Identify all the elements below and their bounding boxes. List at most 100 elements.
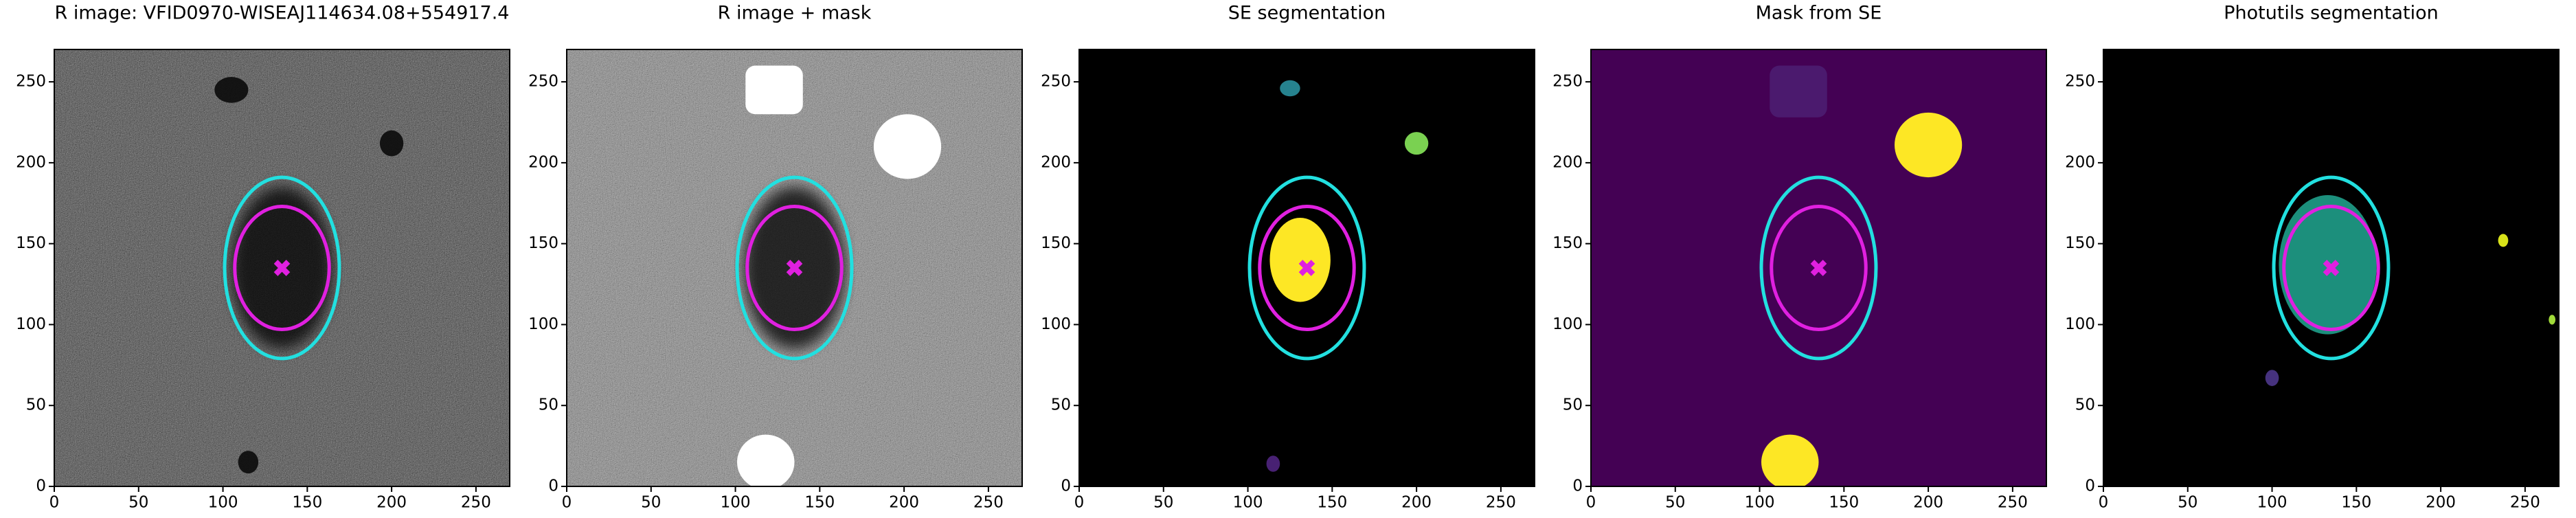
image	[567, 49, 1022, 486]
blob	[1280, 80, 1300, 97]
blob	[737, 434, 795, 486]
x-tick-label: 200	[1913, 494, 1943, 512]
y-tick-label: 150	[16, 234, 46, 252]
x-tick-label: 150	[804, 494, 835, 512]
y-tick-label: 0	[2085, 477, 2095, 495]
y-tick-label: 200	[16, 153, 46, 171]
x-tick-label: 150	[1829, 494, 1859, 512]
panel: SE segmentation 0 50 100 150 200 250 0 50 100 150 2…	[1041, 3, 1535, 512]
x-tick-label: 200	[1401, 494, 1432, 512]
x-tick-label: 0	[2099, 494, 2109, 512]
x-tick-label: 100	[1233, 494, 1263, 512]
y-tick-label: 100	[1552, 315, 1583, 333]
aperture-ellipse	[1759, 175, 1878, 361]
center-marker	[273, 260, 291, 276]
panel-title: Photutils segmentation	[2224, 3, 2439, 24]
panel-title: R image: VFID0970-WISEAJ114634.08+554917…	[55, 3, 510, 24]
y-tick-label: 200	[1552, 153, 1583, 171]
blob	[379, 130, 404, 157]
blob	[745, 65, 803, 115]
panel-title: Mask from SE	[1756, 3, 1882, 24]
y-tick-label: 0	[548, 477, 558, 495]
blob	[214, 77, 249, 103]
y-tick-label: 150	[528, 234, 558, 252]
aperture-ellipse	[2282, 204, 2380, 332]
x-tick-label: 50	[641, 494, 661, 512]
blob	[873, 114, 942, 179]
x-tick-label: 0	[562, 494, 572, 512]
y-tick-label: 50	[2075, 396, 2095, 414]
x-tick-label: 0	[1586, 494, 1596, 512]
aperture-ellipse	[223, 175, 341, 361]
x-tick-label: 150	[292, 494, 322, 512]
x-tick-label: 50	[1153, 494, 1173, 512]
blob	[1770, 65, 1827, 117]
blob	[1895, 112, 1963, 178]
axes-frame	[1590, 49, 2047, 487]
x-tick-label: 150	[2341, 494, 2371, 512]
y-tick-label: 150	[2065, 234, 2095, 252]
y-tick-label: 100	[2065, 315, 2095, 333]
x-tick-label: 100	[2257, 494, 2287, 512]
image	[2103, 49, 2559, 486]
aperture-ellipse	[1247, 175, 1366, 361]
y-tick-label: 50	[1563, 396, 1583, 414]
y-tick-label: 250	[528, 73, 558, 91]
blob	[1761, 434, 1819, 486]
aperture-ellipse	[1258, 204, 1356, 332]
y-tick-label: 150	[1041, 234, 1071, 252]
aperture-ellipse	[735, 175, 854, 361]
x-tick-label: 100	[721, 494, 751, 512]
center-marker	[2323, 260, 2340, 276]
y-tick-label: 100	[1041, 315, 1071, 333]
aperture-ellipse	[1770, 204, 1868, 332]
x-tick-label: 250	[1486, 494, 1516, 512]
blob	[1269, 217, 1331, 302]
axes-frame	[2103, 49, 2560, 487]
x-tick-label: 50	[2178, 494, 2197, 512]
y-tick-label: 50	[26, 396, 46, 414]
blob	[2549, 315, 2556, 325]
aperture-ellipse	[745, 204, 844, 332]
y-tick-label: 0	[36, 477, 46, 495]
y-tick-label: 50	[539, 396, 558, 414]
x-tick-label: 250	[461, 494, 491, 512]
axes-frame	[1078, 49, 1535, 487]
blob	[1404, 132, 1429, 155]
panel-title: SE segmentation	[1228, 3, 1386, 24]
x-tick-label: 200	[376, 494, 407, 512]
y-tick-label: 50	[1051, 396, 1071, 414]
image	[1591, 49, 2046, 486]
panel: Mask from SE 0 50 100 150 200 250 0 50 100 150 200 2…	[1552, 3, 2047, 512]
aperture-ellipse	[2272, 175, 2391, 361]
x-tick-label: 200	[889, 494, 919, 512]
x-tick-label: 150	[1317, 494, 1347, 512]
x-tick-label: 100	[208, 494, 238, 512]
center-marker	[786, 260, 803, 276]
y-tick-label: 250	[1041, 73, 1071, 91]
aperture-ellipse	[233, 204, 331, 332]
x-tick-label: 0	[1074, 494, 1085, 512]
center-marker	[1810, 260, 1827, 276]
axes-frame	[54, 49, 510, 487]
panel: R image: VFID0970-WISEAJ114634.08+554917…	[16, 3, 510, 512]
blob	[238, 451, 259, 474]
y-tick-label: 100	[16, 315, 46, 333]
y-tick-label: 0	[1061, 477, 1071, 495]
y-tick-label: 200	[1041, 153, 1071, 171]
y-tick-label: 200	[528, 153, 558, 171]
x-tick-label: 50	[1665, 494, 1685, 512]
x-tick-label: 200	[2426, 494, 2456, 512]
x-tick-label: 100	[1745, 494, 1775, 512]
panel: R image + mask 0 50 100 150 200 250 0 50 100 150 20…	[528, 3, 1023, 512]
y-tick-label: 0	[1572, 477, 1583, 495]
blob	[2498, 234, 2509, 247]
x-tick-label: 250	[1998, 494, 2028, 512]
blob	[1266, 455, 1280, 472]
image	[54, 49, 510, 486]
axes-frame	[566, 49, 1023, 487]
center-marker	[1298, 260, 1315, 276]
panel-title: R image + mask	[718, 3, 872, 24]
